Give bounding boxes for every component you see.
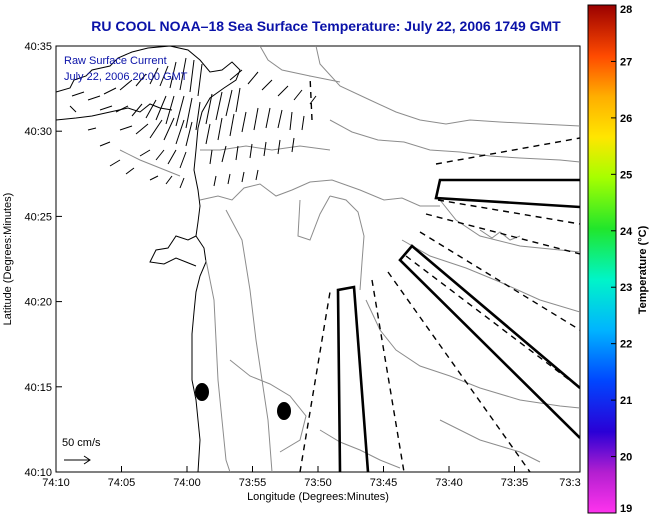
sampling-boxes xyxy=(336,178,580,472)
current-vectors xyxy=(69,57,317,189)
buoy-marker-1 xyxy=(195,383,209,401)
x-axis-ticks: 74:10 74:05 74:00 73:55 73:50 73:45 73:40 73:35… xyxy=(42,466,581,489)
radar-beams xyxy=(299,75,580,472)
colorbar-tick-label: 25 xyxy=(620,169,632,181)
scale-arrow xyxy=(64,455,91,465)
y-tick-label: 40:20 xyxy=(24,297,52,309)
annotation-line-2: July 22, 2006 20:00 GMT xyxy=(64,71,188,83)
colorbar-tick-label: 21 xyxy=(620,395,632,407)
x-tick-label: 73:35 xyxy=(501,477,529,489)
river-inlet xyxy=(149,235,197,267)
plot-frame xyxy=(55,45,581,473)
x-tick-label: 73:3 xyxy=(559,477,580,489)
colorbar-tick-label: 27 xyxy=(620,56,632,68)
annotation-line-1: Raw Surface Current xyxy=(64,55,167,67)
y-tick-label: 40:35 xyxy=(24,41,52,53)
buoy-marker-2 xyxy=(277,402,291,420)
colorbar-tick-label: 20 xyxy=(620,452,632,464)
y-tick-label: 40:10 xyxy=(24,467,52,479)
x-tick-label: 73:40 xyxy=(435,477,463,489)
x-tick-label: 73:50 xyxy=(304,477,332,489)
colorbar-label: Temperature (°C) xyxy=(637,225,649,314)
y-tick-label: 40:25 xyxy=(24,211,52,223)
y-tick-label: 40:30 xyxy=(24,126,52,138)
x-axis-label: Longitude (Degrees:Minutes) xyxy=(247,491,389,503)
coastline xyxy=(56,46,241,472)
contour-lines xyxy=(119,46,580,472)
colorbar-tick-label: 28 xyxy=(620,4,632,16)
colorbar-tick-label: 22 xyxy=(620,339,632,351)
x-tick-label: 74:00 xyxy=(173,477,201,489)
y-tick-label: 40:15 xyxy=(24,382,52,394)
colorbar-tick-label: 19 xyxy=(620,503,632,515)
x-tick-label: 73:55 xyxy=(239,477,267,489)
colorbar-ticks: 28 27 26 25 24 23 22 21 20 19 xyxy=(611,4,633,515)
colorbar xyxy=(587,4,617,514)
colorbar-tick-label: 26 xyxy=(620,113,632,125)
y-axis-label: Latitude (Degrees:Minutes) xyxy=(2,193,14,326)
map-title: RU COOL NOAA–18 Sea Surface Temperature:… xyxy=(91,18,561,34)
x-tick-label: 73:45 xyxy=(370,477,398,489)
scale-arrow-label: 50 cm/s xyxy=(62,437,101,449)
x-tick-label: 74:05 xyxy=(108,477,136,489)
colorbar-tick-label: 24 xyxy=(620,226,633,238)
x-tick-label: 74:10 xyxy=(42,477,70,489)
bay-inlet xyxy=(56,103,173,121)
y-axis-ticks: 40:35 40:30 40:25 40:20 40:15 40:10 xyxy=(24,41,62,479)
colorbar-tick-label: 23 xyxy=(620,282,632,294)
